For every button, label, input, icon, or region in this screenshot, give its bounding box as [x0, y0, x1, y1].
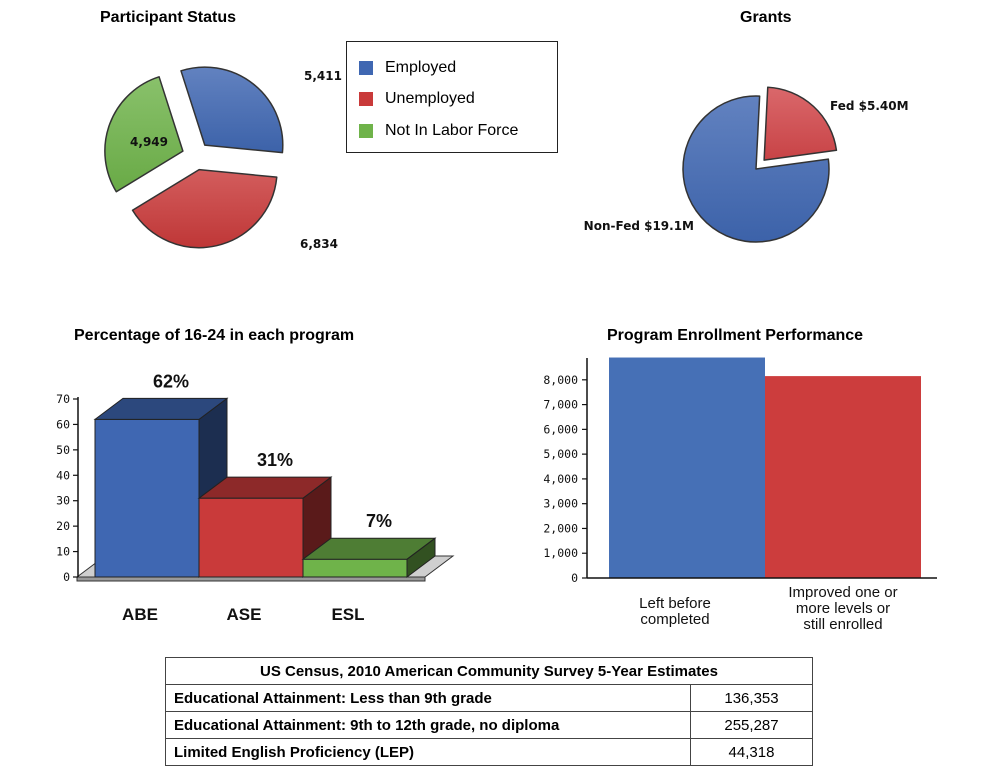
- x-category-label: still enrolled: [803, 616, 882, 633]
- table-row-value: 255,287: [690, 711, 813, 739]
- bar-abe: [94, 418, 200, 578]
- y-tick-label: 10: [56, 545, 70, 559]
- x-category-label: Left before: [639, 595, 711, 612]
- table-row: Educational Attainment: 9th to 12th grad…: [165, 711, 813, 739]
- table-row-value: 44,318: [690, 738, 813, 766]
- y-tick-label: 0: [63, 570, 70, 584]
- bar-top-abe: [93, 397, 229, 420]
- legend-item-unemployed: Unemployed: [359, 84, 557, 116]
- table-row: Limited English Proficiency (LEP) 44,318: [165, 738, 813, 766]
- y-tick-label: 60: [56, 417, 70, 431]
- y-tick-label: 30: [56, 494, 70, 508]
- census-table-header-row: US Census, 2010 American Community Surve…: [165, 657, 813, 685]
- x-category-label: Improved one or: [788, 584, 897, 601]
- pie-label-unemployed: 6,834: [300, 237, 338, 251]
- bar-data-label: 7%: [366, 511, 392, 531]
- x-category-label: more levels or: [796, 600, 890, 617]
- y-tick-label: 4,000: [543, 472, 578, 486]
- legend-label: Unemployed: [385, 90, 475, 108]
- bar-left-before-completed: [609, 357, 765, 578]
- y-tick-label: 1,000: [543, 546, 578, 560]
- y-tick-label: 7,000: [543, 398, 578, 412]
- youth-percentage-bar-chart: 0 10 20 30 40 50 60 70 62% ABE 31% ASE 7% ESL: [56, 371, 455, 624]
- grants-pie: Fed $5.40M Non-Fed $19.1M: [584, 86, 909, 243]
- x-category-label: completed: [640, 611, 709, 628]
- bar-ase: [198, 497, 304, 578]
- bar-data-label: 62%: [153, 371, 189, 391]
- legend-item-employed: Employed: [359, 52, 557, 84]
- legend-item-not-in-labor-force: Not In Labor Force: [359, 115, 557, 147]
- legend-label: Employed: [385, 58, 457, 76]
- pie-slice-employed: [180, 66, 284, 154]
- x-category-label: ESL: [331, 605, 364, 624]
- census-table-title: US Census, 2010 American Community Surve…: [165, 657, 813, 685]
- enrollment-performance-title: Program Enrollment Performance: [607, 327, 864, 344]
- y-tick-label: 0: [571, 571, 578, 585]
- y-tick-label: 70: [56, 392, 70, 406]
- legend-label: Not In Labor Force: [385, 121, 519, 139]
- grants-title: Grants: [740, 9, 792, 26]
- pie-slice-unemployed: [131, 168, 278, 249]
- pie-label-not-in-labor-force: 4,949: [130, 135, 168, 149]
- bar-improved-one-or-more-levels-or: [765, 376, 921, 578]
- youth-percentage-title: Percentage of 16-24 in each program: [74, 327, 355, 344]
- y-tick-label: 50: [56, 443, 70, 457]
- pie-slice-non-fed: [682, 95, 830, 243]
- bar-data-label: 31%: [257, 450, 293, 470]
- census-table: US Census, 2010 American Community Surve…: [165, 657, 813, 766]
- table-row-label: Educational Attainment: Less than 9th gr…: [165, 684, 691, 712]
- bar-top-ase: [197, 476, 333, 499]
- table-row-label: Limited English Proficiency (LEP): [165, 738, 691, 766]
- participant-status-pie: 5,411 6,834 4,949: [104, 66, 342, 251]
- y-tick-label: 5,000: [543, 447, 578, 461]
- y-tick-label: 8,000: [543, 373, 578, 387]
- y-tick-label: 40: [56, 468, 70, 482]
- pie-slice-not-in-labor-force: [104, 76, 184, 193]
- x-category-label: ABE: [122, 605, 158, 624]
- pie-label-fed: Fed $5.40M: [830, 99, 909, 113]
- pie-label-employed: 5,411: [304, 69, 342, 83]
- y-tick-label: 20: [56, 519, 70, 533]
- bar-esl: [302, 558, 408, 578]
- table-row-label: Educational Attainment: 9th to 12th grad…: [165, 711, 691, 739]
- y-tick-label: 6,000: [543, 422, 578, 436]
- table-row: Educational Attainment: Less than 9th gr…: [165, 684, 813, 712]
- legend-swatch-unemployed: [359, 92, 373, 107]
- y-tick-label: 2,000: [543, 521, 578, 535]
- pie-label-non-fed: Non-Fed $19.1M: [584, 219, 694, 233]
- participant-status-legend: Employed Unemployed Not In Labor Force: [346, 41, 558, 153]
- chart-floor-edge: [76, 576, 426, 582]
- bar-top-esl: [301, 537, 437, 560]
- legend-swatch-not-in-labor-force: [359, 123, 373, 138]
- legend-swatch-employed: [359, 60, 373, 75]
- y-tick-label: 3,000: [543, 497, 578, 511]
- x-category-label: ASE: [227, 605, 262, 624]
- pie-slice-fed: [763, 86, 838, 161]
- table-row-value: 136,353: [690, 684, 813, 712]
- participant-status-title: Participant Status: [100, 9, 237, 26]
